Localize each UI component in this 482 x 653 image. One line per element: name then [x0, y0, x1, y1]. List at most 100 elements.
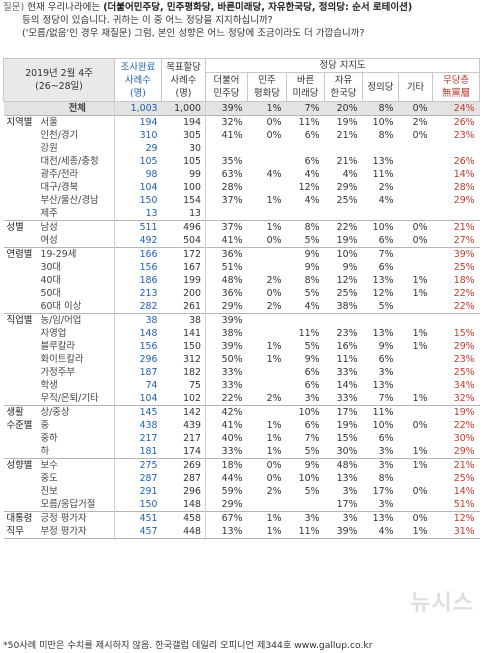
sample-target-count: 167	[161, 261, 206, 274]
party-percent-cell: 17%	[336, 499, 358, 510]
party-percent-cell: 22%	[221, 393, 243, 404]
party-percent-cell: 8%	[378, 473, 394, 484]
party-percent-cell: 3%	[324, 511, 363, 525]
party-percent-cell: 9%	[286, 458, 325, 472]
party-percent-cell: 22%	[453, 301, 475, 312]
row-subgroup: 상/중상	[38, 405, 115, 419]
party-percent-cell: 48%	[324, 458, 363, 472]
sample-done-count: 156	[139, 262, 158, 273]
sample-done-count: 166	[114, 247, 162, 261]
party-percent-cell: 59%	[221, 486, 243, 497]
row-subgroup: 화이트칼라	[38, 353, 115, 366]
party-percent-cell: 34%	[453, 380, 475, 391]
sample-done-count: 511	[114, 220, 162, 234]
sample-done-count: 194	[114, 115, 162, 129]
party-percent-cell: 6%	[304, 380, 320, 391]
party-percent-cell	[286, 313, 325, 327]
sample-done-count: 492	[139, 235, 158, 246]
row-category: 성별	[3, 220, 39, 234]
party-percent-cell: 12%	[372, 288, 394, 299]
row-category	[4, 274, 39, 287]
sample-target-count: 458	[161, 511, 206, 525]
table-row: 진보 291 296 59% 2% 5% 3% 17% 0% 14%	[4, 485, 480, 498]
sample-target-count: 182	[161, 366, 206, 379]
row-subgroup: 60대 이상	[38, 300, 115, 314]
party-percent-cell: 3%	[378, 446, 394, 457]
party-percent-cell: 13%	[372, 380, 394, 391]
party-percent-cell	[399, 300, 433, 314]
party-percent-cell: 7%	[304, 433, 320, 444]
party-percent-cell	[248, 181, 287, 194]
party-percent-cell: 1%	[247, 220, 287, 234]
party-percent-cell: 11%	[336, 354, 358, 365]
party-percent-cell	[247, 313, 287, 327]
party-percent-cell: 11%	[372, 169, 394, 180]
sample-target-count: 154	[161, 194, 206, 207]
survey-date: 2019년 2월 4주	[25, 68, 93, 79]
party-percent-cell: 3%	[286, 511, 325, 525]
party-percent-cell: 14%	[336, 380, 358, 391]
party-percent-cell: 6%	[304, 156, 320, 167]
party-percent-cell: 14%	[453, 486, 475, 497]
party-percent-cell: 30%	[453, 433, 475, 444]
row-subgroup: 긍정 평가자	[38, 511, 115, 525]
party-percent-cell: 22%	[453, 420, 475, 431]
party-percent-cell: 10%	[362, 115, 399, 129]
row-subgroup: 모름/응답거절	[38, 498, 115, 512]
table-row: 대전/세종/충청 105 105 35% 6% 21% 13% 26%	[4, 155, 480, 168]
party-percent-cell: 0%	[247, 115, 287, 129]
row-subgroup: 40대	[38, 274, 115, 287]
row-category	[4, 366, 39, 379]
party-percent-cell	[206, 207, 248, 221]
row-subgroup: 대전/세종/충청	[38, 155, 115, 168]
row-category: 생활	[3, 405, 39, 419]
party-percent-cell: 31%	[432, 525, 480, 539]
header-peace: 민주 평화당	[247, 72, 287, 102]
sample-target-count: 102	[161, 392, 206, 406]
table-row: 블루칼라 156 150 39% 1% 5% 16% 9% 1% 29%	[4, 340, 480, 353]
party-percent-cell	[399, 261, 433, 274]
footnote: *50사례 미만은 수치를 제시하지 않음. 한국갤럽 데일리 오피니언 제34…	[3, 640, 373, 651]
party-percent-cell: 0%	[266, 473, 282, 484]
party-percent-cell: 1%	[412, 393, 428, 404]
row-category	[4, 432, 39, 445]
party-percent-cell: 29%	[453, 195, 475, 206]
party-percent-cell: 1%	[398, 525, 433, 539]
party-percent-cell	[399, 366, 433, 379]
row-category	[4, 181, 39, 194]
party-percent-cell	[325, 142, 363, 155]
party-percent-cell: 33%	[336, 393, 358, 404]
party-percent-cell: 36%	[205, 247, 248, 261]
party-percent-cell: 0%	[398, 511, 433, 525]
sample-target-count: 296	[161, 485, 206, 498]
row-subgroup: 중도	[38, 472, 115, 485]
party-percent-cell: 2%	[378, 182, 394, 193]
party-percent-cell: 38%	[221, 328, 243, 339]
party-percent-cell: 0%	[266, 235, 282, 246]
party-percent-cell: 29%	[336, 182, 358, 193]
row-subgroup: 30대	[38, 261, 115, 274]
row-category	[4, 300, 39, 314]
sample-done-count: 98	[145, 169, 158, 180]
sample-done-count: 296	[139, 354, 158, 365]
sample-target-count: 75	[161, 379, 206, 392]
sample-done-count: 74	[145, 380, 158, 391]
party-percent-cell: 32%	[453, 393, 475, 404]
row-category	[4, 353, 39, 366]
party-percent-cell: 26%	[432, 115, 480, 129]
party-percent-cell: 51%	[221, 262, 243, 273]
sample-done-count: 438	[139, 420, 158, 431]
party-percent-cell: 25%	[336, 288, 358, 299]
header-democratic: 더불어 민주당	[205, 72, 248, 102]
party-percent-cell: 16%	[336, 341, 358, 352]
party-percent-cell: 21%	[432, 220, 480, 234]
party-percent-cell	[248, 142, 287, 155]
party-percent-cell: 41%	[221, 235, 243, 246]
sample-target-count: 194	[161, 115, 206, 129]
party-percent-cell	[248, 327, 287, 340]
table-row: 30대 156 167 51% 9% 9% 6% 25%	[4, 261, 480, 274]
party-percent-cell	[399, 207, 433, 221]
question-line-3: ('모름/없음'인 경우 재질문) 그럼, 본인 성향은 어느 정당에 조금이라…	[22, 28, 365, 39]
party-percent-cell: 6%	[378, 235, 394, 246]
row-category	[4, 207, 39, 221]
